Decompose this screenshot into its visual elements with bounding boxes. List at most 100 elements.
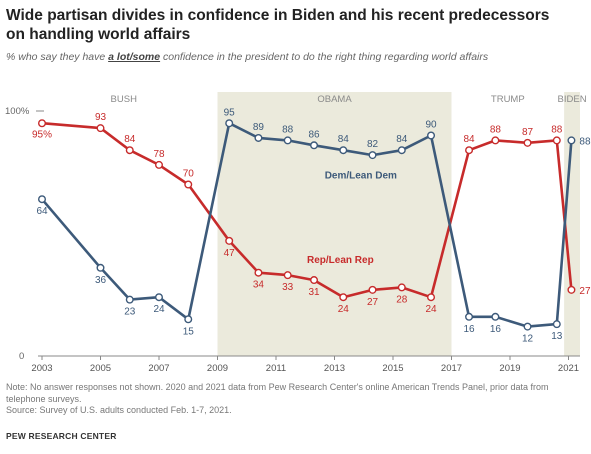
- x-tick-label-2013: 2013: [324, 363, 345, 374]
- data-label-rep: 84: [124, 134, 136, 145]
- data-point-dem: [427, 131, 436, 140]
- data-point-dem: [339, 146, 348, 155]
- era-label-obama: OBAMA: [317, 94, 352, 105]
- data-point-dem: [154, 293, 163, 302]
- series-name-dem: Dem/Lean Dem: [325, 170, 397, 181]
- y-tick-label-100: 100%: [5, 106, 30, 117]
- y-tick-label-0: 0: [19, 351, 24, 362]
- data-label-rep: 27: [367, 297, 379, 308]
- data-point-rep: [552, 136, 561, 145]
- data-label-dem: 84: [396, 134, 408, 145]
- data-point-dem: [552, 320, 561, 329]
- data-point-dem: [491, 312, 500, 321]
- x-tick-label-2011: 2011: [266, 363, 286, 374]
- data-point-rep: [465, 146, 474, 155]
- data-label-dem: 15: [183, 326, 195, 337]
- x-tick-label-2005: 2005: [90, 363, 111, 374]
- data-point-rep: [184, 180, 193, 189]
- data-point-dem: [310, 141, 319, 150]
- data-label-dem: 12: [522, 334, 534, 345]
- data-point-rep: [38, 119, 47, 128]
- data-label-rep: 88: [551, 124, 563, 135]
- data-label-dem: 23: [124, 307, 136, 318]
- data-label-dem: 13: [551, 331, 563, 342]
- x-tick-label-2009: 2009: [207, 363, 228, 374]
- data-point-rep: [368, 285, 377, 294]
- data-label-dem: 16: [490, 324, 502, 335]
- x-tick-label-2015: 2015: [382, 363, 403, 374]
- data-label-rep: 28: [396, 294, 408, 305]
- source-line: Source: Survey of U.S. adults conducted …: [6, 405, 232, 415]
- data-point-dem: [283, 136, 292, 145]
- data-label-dem: 64: [36, 206, 48, 217]
- x-tick-label-2019: 2019: [499, 363, 520, 374]
- data-label-dem: 88: [282, 124, 294, 135]
- chart-title: Wide partisan divides in confidence in B…: [6, 7, 550, 43]
- subtitle-post: confidence in the president to do the ri…: [160, 51, 489, 63]
- data-label-dem: 82: [367, 139, 379, 150]
- data-point-rep: [125, 146, 134, 155]
- data-point-dem: [125, 295, 134, 304]
- data-label-dem: 24: [153, 304, 165, 315]
- data-label-dem: 86: [308, 129, 320, 140]
- x-tick-label-2007: 2007: [148, 363, 169, 374]
- data-point-dem: [96, 263, 105, 272]
- data-label-dem: 84: [338, 134, 350, 145]
- series-line-rep: [41, 121, 573, 299]
- data-point-rep: [254, 268, 263, 277]
- data-point-rep: [567, 285, 576, 294]
- data-point-rep: [154, 160, 163, 169]
- data-label-dem: 95: [224, 107, 236, 118]
- data-label-rep: 84: [463, 134, 475, 145]
- data-point-rep: [427, 293, 436, 302]
- subtitle-pre: % who say they have: [6, 51, 109, 63]
- x-tick-label-2017: 2017: [441, 363, 462, 374]
- chart-subtitle: % who say they have a lot/some confidenc…: [6, 51, 586, 63]
- data-point-dem: [38, 195, 47, 204]
- data-label-dem: 89: [253, 122, 265, 133]
- x-tick-label-2003: 2003: [31, 363, 52, 374]
- data-label-rep: 33: [282, 282, 294, 293]
- data-label-rep: 93: [95, 112, 107, 123]
- data-label-rep: 47: [224, 248, 236, 259]
- series-name-rep: Rep/Lean Rep: [307, 255, 374, 266]
- era-label-bush: BUSH: [111, 94, 138, 105]
- data-label-dem: 16: [463, 324, 475, 335]
- data-point-rep: [225, 236, 234, 245]
- data-label-dem: 90: [425, 120, 437, 131]
- data-label-rep: 31: [308, 287, 320, 298]
- data-label-dem: 36: [95, 275, 107, 286]
- data-point-dem: [465, 312, 474, 321]
- data-label-rep: 24: [425, 304, 437, 315]
- brand-label: PEW RESEARCH CENTER: [6, 431, 117, 441]
- era-label-trump: TRUMP: [491, 94, 525, 105]
- data-label-rep: 95%: [32, 129, 52, 140]
- series-line-dem: [41, 121, 573, 328]
- data-point-rep: [397, 283, 406, 292]
- data-label-rep: 78: [153, 149, 165, 160]
- era-shading-biden: [564, 92, 580, 356]
- data-point-rep: [310, 276, 319, 285]
- data-label-rep: 34: [253, 280, 265, 291]
- data-point-dem: [567, 136, 576, 145]
- data-point-dem: [523, 322, 532, 331]
- x-tick-label-2021: 2021: [558, 363, 579, 374]
- chart-notes: Note: No answer responses not shown. 202…: [6, 382, 586, 417]
- note-line: Note: No answer responses not shown. 202…: [6, 382, 549, 404]
- data-label-rep: 70: [183, 169, 195, 180]
- data-point-rep: [523, 138, 532, 147]
- data-label-dem: 88: [579, 136, 591, 147]
- data-point-rep: [491, 136, 500, 145]
- era-label-biden: BIDEN: [558, 94, 587, 105]
- data-label-rep: 27: [579, 286, 591, 297]
- data-point-rep: [96, 124, 105, 133]
- data-point-dem: [225, 119, 234, 128]
- data-point-dem: [184, 315, 193, 324]
- data-label-rep: 87: [522, 127, 534, 138]
- data-point-dem: [397, 146, 406, 155]
- data-point-rep: [339, 293, 348, 302]
- data-point-dem: [368, 151, 377, 160]
- line-chart: BUSH OBAMA TRUMP BIDEN 100% 0 2003 2005 2007 2009…: [5, 92, 591, 374]
- data-label-rep: 88: [490, 124, 502, 135]
- data-label-rep: 24: [338, 304, 350, 315]
